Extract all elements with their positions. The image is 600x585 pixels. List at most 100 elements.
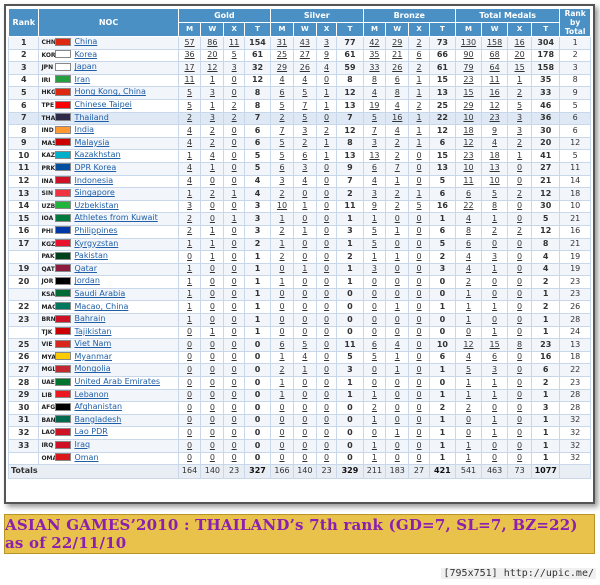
country-link[interactable]: Kyrgyzstan (74, 238, 119, 248)
count-g-cell[interactable]: 1 (200, 325, 225, 340)
count-b-cell[interactable]: 6 (385, 73, 410, 88)
count-b-cell[interactable]: 3 (362, 136, 387, 151)
country-link[interactable]: Chinese Taipei (74, 100, 132, 110)
count-t-cell[interactable]: 23 (481, 111, 509, 126)
count-s-cell[interactable]: 0 (270, 451, 294, 466)
count-g-cell[interactable]: 0 (177, 350, 202, 365)
count-s-cell[interactable]: 0 (292, 388, 317, 403)
count-g-cell[interactable]: 0 (223, 426, 245, 440)
count-s-cell[interactable]: 0 (270, 439, 294, 453)
count-g-cell[interactable]: 2 (177, 212, 202, 226)
count-t-cell[interactable]: 0 (507, 250, 533, 264)
count-t-cell[interactable]: 2 (507, 224, 533, 239)
count-s-cell[interactable]: 0 (315, 161, 338, 176)
count-b-cell[interactable]: 0 (385, 287, 410, 302)
count-b-cell[interactable]: 0 (362, 287, 387, 302)
count-s-cell[interactable]: 0 (315, 199, 338, 214)
count-t-cell[interactable]: 2 (454, 275, 483, 289)
count-t-cell[interactable]: 15 (454, 86, 483, 100)
count-b-cell[interactable]: 0 (408, 287, 430, 302)
count-g-cell[interactable]: 0 (223, 413, 245, 428)
country-link[interactable]: Tajikistan (74, 326, 112, 336)
count-b-cell[interactable]: 19 (362, 98, 387, 113)
count-t-cell[interactable]: 0 (507, 350, 533, 365)
count-g-cell[interactable]: 3 (200, 86, 225, 100)
count-t-cell[interactable]: 22 (454, 199, 483, 214)
country-link[interactable]: Lao PDR (74, 427, 108, 437)
count-g-cell[interactable]: 0 (200, 439, 225, 453)
count-s-cell[interactable]: 0 (270, 413, 294, 428)
count-b-cell[interactable]: 0 (408, 262, 430, 277)
count-b-cell[interactable]: 0 (385, 451, 410, 466)
count-g-cell[interactable]: 0 (177, 451, 202, 466)
country-link[interactable]: Qatar (74, 263, 97, 273)
count-b-cell[interactable]: 4 (362, 174, 387, 189)
count-t-cell[interactable]: 3 (507, 124, 533, 138)
count-t-cell[interactable]: 158 (481, 36, 509, 50)
count-t-cell[interactable]: 11 (454, 174, 483, 189)
count-s-cell[interactable]: 0 (292, 212, 317, 226)
count-s-cell[interactable]: 0 (315, 111, 338, 126)
count-t-cell[interactable]: 1 (454, 313, 483, 327)
count-b-cell[interactable]: 29 (385, 36, 410, 50)
count-g-cell[interactable]: 1 (200, 73, 225, 88)
count-s-cell[interactable]: 0 (292, 287, 317, 302)
count-b-cell[interactable]: 0 (408, 161, 430, 176)
count-b-cell[interactable]: 5 (362, 237, 387, 252)
count-b-cell[interactable]: 5 (408, 199, 430, 214)
count-g-cell[interactable]: 1 (177, 237, 202, 252)
count-s-cell[interactable]: 4 (292, 350, 317, 365)
count-s-cell[interactable]: 1 (270, 350, 294, 365)
count-b-cell[interactable]: 2 (362, 401, 387, 415)
count-b-cell[interactable]: 1 (385, 174, 410, 189)
count-b-cell[interactable]: 0 (362, 376, 387, 390)
count-t-cell[interactable]: 12 (454, 136, 483, 151)
count-g-cell[interactable]: 1 (200, 250, 225, 264)
count-b-cell[interactable]: 42 (362, 36, 387, 50)
count-g-cell[interactable]: 0 (223, 287, 245, 302)
count-g-cell[interactable]: 2 (223, 98, 245, 113)
count-t-cell[interactable]: 0 (507, 199, 533, 214)
count-s-cell[interactable]: 0 (315, 376, 338, 390)
count-g-cell[interactable]: 0 (223, 275, 245, 289)
count-t-cell[interactable]: 0 (507, 161, 533, 176)
count-t-cell[interactable]: 1 (481, 262, 509, 277)
count-s-cell[interactable]: 1 (270, 376, 294, 390)
count-g-cell[interactable]: 0 (177, 338, 202, 352)
count-g-cell[interactable]: 0 (200, 174, 225, 189)
count-g-cell[interactable]: 0 (200, 313, 225, 327)
count-b-cell[interactable]: 0 (408, 237, 430, 252)
count-g-cell[interactable]: 0 (177, 325, 202, 340)
count-s-cell[interactable]: 1 (315, 136, 338, 151)
count-g-cell[interactable]: 0 (177, 426, 202, 440)
count-g-cell[interactable]: 0 (177, 363, 202, 378)
count-g-cell[interactable]: 0 (223, 313, 245, 327)
count-g-cell[interactable]: 0 (200, 363, 225, 378)
count-s-cell[interactable]: 0 (270, 401, 294, 415)
count-s-cell[interactable]: 0 (270, 313, 294, 327)
count-b-cell[interactable]: 33 (362, 61, 387, 75)
count-s-cell[interactable]: 0 (315, 250, 338, 264)
count-t-cell[interactable]: 4 (454, 350, 483, 365)
count-t-cell[interactable]: 1 (454, 376, 483, 390)
count-b-cell[interactable]: 0 (362, 300, 387, 315)
count-b-cell[interactable]: 2 (385, 199, 410, 214)
count-t-cell[interactable]: 0 (507, 426, 533, 440)
count-t-cell[interactable]: 23 (454, 73, 483, 88)
count-b-cell[interactable]: 0 (408, 401, 430, 415)
count-t-cell[interactable]: 0 (507, 325, 533, 340)
count-g-cell[interactable]: 1 (200, 224, 225, 239)
count-s-cell[interactable]: 5 (292, 111, 317, 126)
count-b-cell[interactable]: 1 (408, 187, 430, 201)
count-s-cell[interactable]: 1 (270, 388, 294, 403)
count-t-cell[interactable]: 0 (507, 237, 533, 252)
country-link[interactable]: Indonesia (74, 175, 114, 185)
count-g-cell[interactable]: 4 (177, 136, 202, 151)
count-t-cell[interactable]: 1 (454, 439, 483, 453)
count-s-cell[interactable]: 1 (315, 149, 338, 163)
count-s-cell[interactable]: 0 (292, 439, 317, 453)
count-b-cell[interactable]: 2 (408, 36, 430, 50)
count-t-cell[interactable]: 16 (481, 86, 509, 100)
country-link[interactable]: Iran (74, 74, 91, 84)
count-t-cell[interactable]: 10 (454, 111, 483, 126)
